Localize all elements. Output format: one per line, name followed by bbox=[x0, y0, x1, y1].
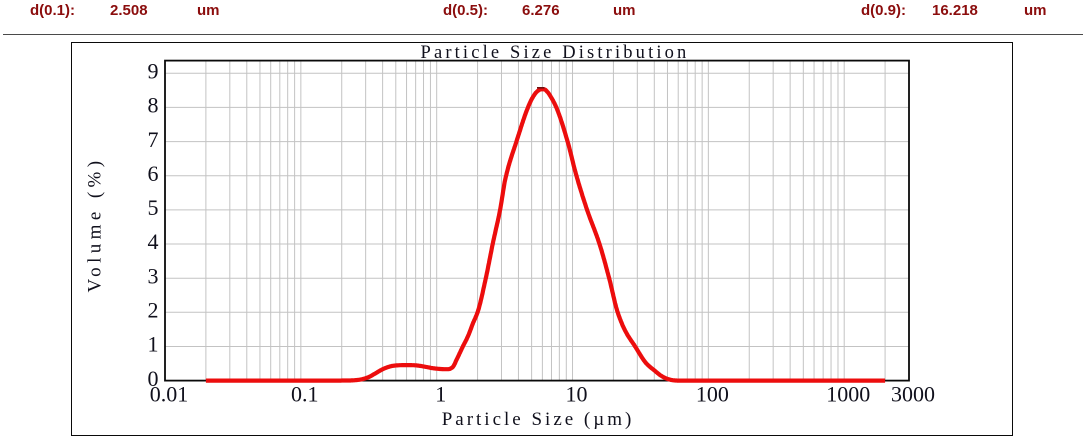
svg-text:7: 7 bbox=[148, 127, 159, 152]
svg-text:1: 1 bbox=[435, 382, 446, 407]
svg-text:3: 3 bbox=[148, 263, 159, 288]
svg-text:0.1: 0.1 bbox=[291, 382, 319, 407]
svg-text:8: 8 bbox=[148, 93, 159, 118]
svg-text:0.01: 0.01 bbox=[150, 382, 189, 407]
svg-text:5: 5 bbox=[148, 195, 159, 220]
svg-text:0: 0 bbox=[148, 366, 159, 391]
svg-text:4: 4 bbox=[148, 229, 159, 254]
svg-text:Volume (%): Volume (%) bbox=[85, 157, 106, 293]
svg-text:3000: 3000 bbox=[891, 382, 935, 407]
svg-text:1: 1 bbox=[148, 332, 159, 357]
svg-text:1000: 1000 bbox=[826, 382, 870, 407]
svg-text:6: 6 bbox=[148, 161, 159, 186]
svg-text:10: 10 bbox=[566, 382, 588, 407]
svg-text:100: 100 bbox=[696, 382, 729, 407]
svg-text:Particle Size Distribution: Particle Size Distribution bbox=[421, 43, 690, 63]
svg-text:Particle Size (µm): Particle Size (µm) bbox=[442, 409, 635, 430]
svg-text:2: 2 bbox=[148, 298, 159, 323]
svg-text:9: 9 bbox=[148, 59, 159, 84]
